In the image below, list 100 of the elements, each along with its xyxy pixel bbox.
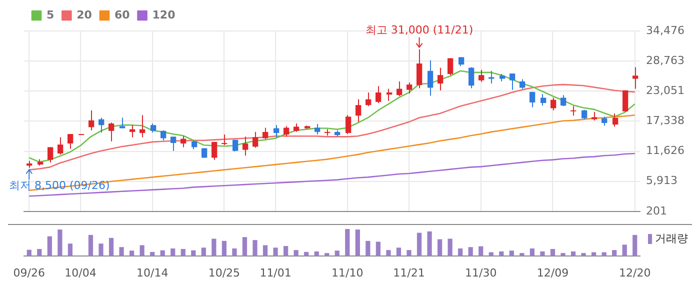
candlestick bbox=[274, 124, 280, 138]
x-tick-label: 11/30 bbox=[465, 266, 497, 280]
bar bbox=[294, 250, 298, 256]
bar bbox=[376, 242, 381, 256]
candlestick bbox=[448, 58, 454, 76]
x-tick-label: 11/01 bbox=[260, 266, 292, 280]
bar bbox=[262, 245, 268, 256]
bar bbox=[570, 251, 576, 256]
bar bbox=[602, 252, 606, 256]
bar bbox=[222, 240, 227, 256]
legend-label: 60 bbox=[114, 8, 130, 22]
candlestick bbox=[346, 114, 352, 135]
legend-label: 거래량 bbox=[655, 232, 688, 245]
candlestick bbox=[570, 106, 576, 116]
bar bbox=[180, 248, 186, 256]
bar bbox=[468, 247, 473, 256]
x-tick-label: 10/14 bbox=[136, 266, 168, 280]
candlestick bbox=[622, 90, 628, 112]
annotation: 최고 31,000 (11/21) bbox=[365, 24, 474, 37]
candlestick bbox=[180, 136, 186, 148]
candlestick bbox=[366, 92, 372, 107]
candlestick bbox=[612, 113, 618, 128]
candlestick bbox=[488, 70, 494, 84]
bar bbox=[632, 234, 638, 256]
bar bbox=[478, 246, 484, 256]
candlestick bbox=[284, 126, 290, 138]
bar bbox=[458, 248, 463, 256]
bar bbox=[283, 246, 288, 256]
candlestick bbox=[406, 82, 412, 94]
legend-label: 5 bbox=[46, 8, 54, 22]
bar bbox=[252, 240, 258, 256]
bar bbox=[622, 244, 627, 256]
y-tick-label: 11,626 bbox=[646, 144, 684, 158]
bar bbox=[140, 245, 144, 256]
bar bbox=[560, 253, 566, 256]
x-tick-label: 12/09 bbox=[536, 266, 569, 280]
candlestick bbox=[550, 97, 556, 111]
candlestick bbox=[396, 80, 402, 97]
bar bbox=[540, 251, 545, 256]
bar bbox=[273, 248, 278, 256]
candlestick bbox=[632, 66, 638, 90]
bar bbox=[314, 251, 319, 256]
bar bbox=[581, 253, 586, 256]
bar bbox=[212, 238, 216, 256]
bar bbox=[108, 238, 114, 256]
candlestick bbox=[478, 69, 484, 82]
bar bbox=[427, 231, 432, 256]
bar bbox=[232, 248, 237, 256]
candlestick bbox=[140, 114, 146, 138]
candlestick bbox=[48, 146, 54, 163]
candlestick bbox=[108, 122, 114, 142]
bar bbox=[242, 237, 248, 256]
candlestick bbox=[58, 136, 64, 156]
bar bbox=[170, 248, 176, 256]
bar bbox=[520, 253, 524, 256]
bar bbox=[530, 248, 535, 256]
bar bbox=[499, 251, 504, 256]
candlestick bbox=[314, 124, 320, 136]
x-tick-label: 09/26 bbox=[13, 266, 45, 280]
y-tick-label: 201 bbox=[646, 204, 667, 218]
y-tick-label: 34,476 bbox=[646, 24, 684, 37]
bar bbox=[68, 244, 73, 256]
y-tick-label: 5,913 bbox=[646, 174, 678, 188]
legend-label: 120 bbox=[152, 8, 176, 22]
x-tick-label: 10/04 bbox=[64, 266, 96, 280]
candlestick bbox=[560, 94, 566, 107]
bar bbox=[437, 239, 442, 256]
candlestick bbox=[130, 124, 136, 138]
bar bbox=[98, 244, 104, 256]
x-tick-label: 11/10 bbox=[332, 266, 364, 280]
bar bbox=[324, 253, 330, 256]
bar bbox=[416, 232, 422, 256]
legend-label: 20 bbox=[76, 8, 92, 22]
candlestick bbox=[582, 109, 588, 120]
bar bbox=[26, 250, 32, 256]
bar bbox=[334, 250, 340, 256]
bar bbox=[355, 230, 360, 256]
bar bbox=[304, 252, 309, 256]
candlestick bbox=[262, 127, 268, 140]
bar bbox=[150, 252, 155, 256]
candlestick bbox=[252, 131, 258, 148]
candlestick bbox=[212, 141, 218, 160]
candlestick bbox=[510, 73, 516, 90]
candlestick bbox=[242, 136, 248, 156]
candlestick bbox=[438, 67, 444, 91]
y-tick-label: 17,338 bbox=[646, 114, 684, 128]
candlestick bbox=[386, 88, 392, 102]
bar bbox=[591, 252, 596, 256]
bar bbox=[550, 248, 556, 256]
bar bbox=[448, 238, 452, 256]
bar bbox=[345, 229, 350, 256]
bar bbox=[406, 250, 412, 256]
candlestick bbox=[530, 91, 536, 108]
candlestick bbox=[88, 110, 94, 131]
bar bbox=[129, 250, 134, 256]
bar bbox=[488, 252, 494, 256]
bar bbox=[119, 247, 124, 256]
bar bbox=[191, 250, 196, 256]
candlestick bbox=[428, 60, 434, 96]
x-tick-label: 12/20 bbox=[619, 266, 651, 280]
